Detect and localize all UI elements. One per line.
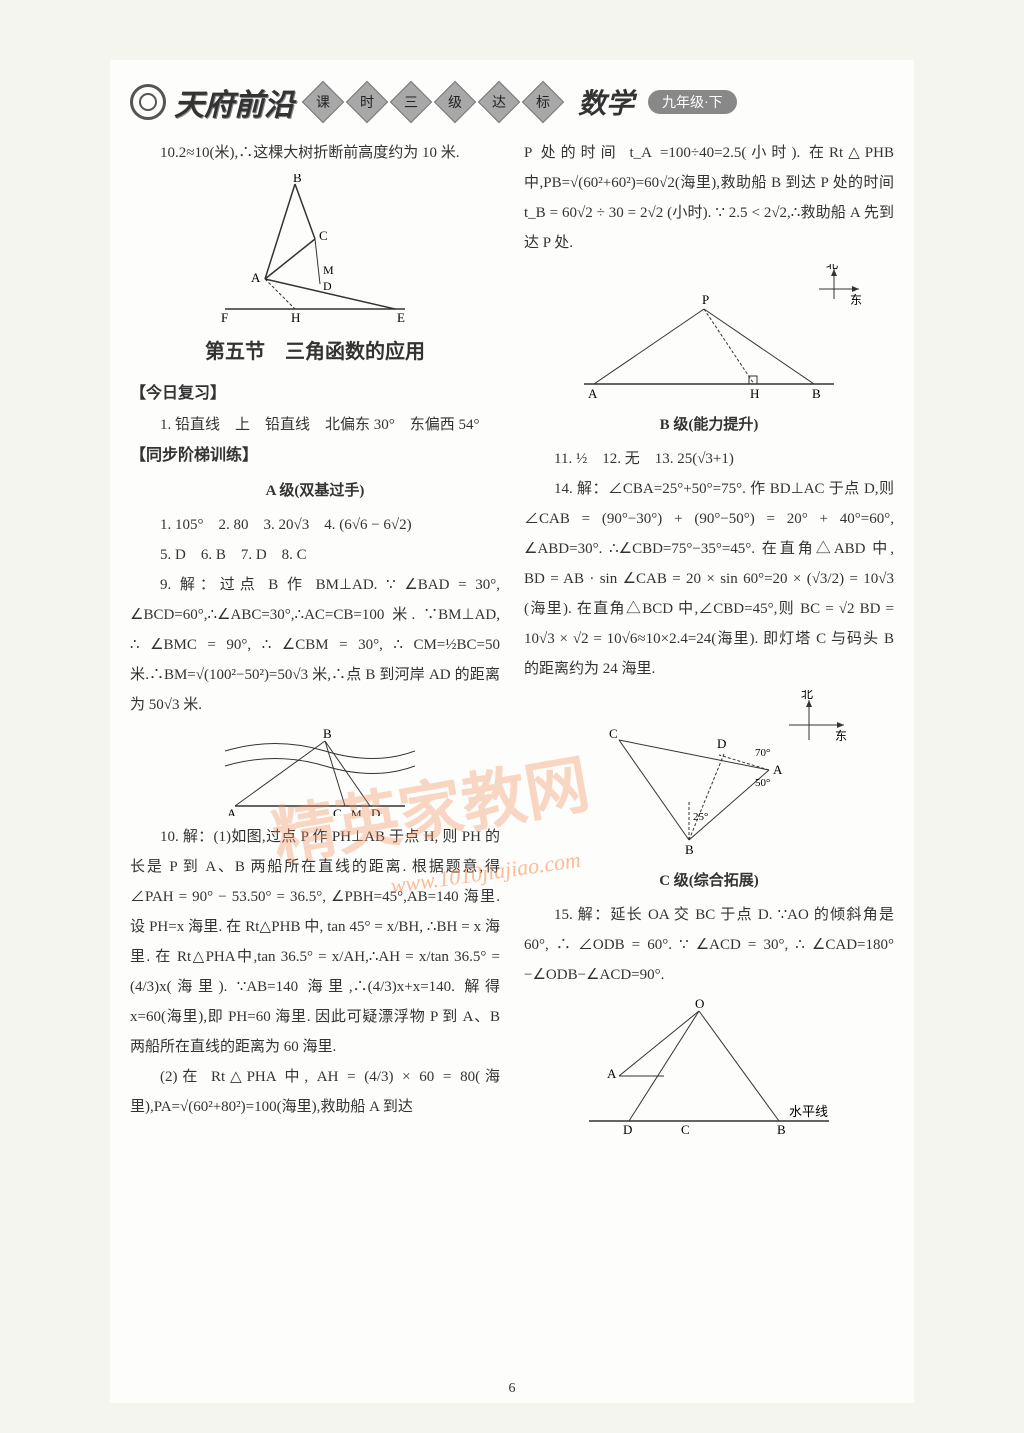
- svg-text:A: A: [773, 762, 783, 777]
- solution-15: 15. 解：延长 OA 交 BC 于点 D. ∵AO 的倾斜角是 60°, ∴ …: [524, 900, 894, 990]
- figure-slope: O A D C B 水平线: [569, 996, 849, 1136]
- solution-10-2: (2)在 Rt△PHA 中, AH = (4/3) × 60 = 80(海里),…: [130, 1062, 500, 1122]
- review-body: 1. 铅直线 上 铅直线 北偏东 30° 东偏西 54°: [130, 410, 500, 440]
- svg-text:M: M: [351, 807, 362, 816]
- figure-ships: 北 东 P A H B: [554, 264, 864, 404]
- svg-text:A: A: [251, 270, 261, 285]
- solution-14: 14. 解：∠CBA=25°+50°=75°. 作 BD⊥AC 于点 D,则∠C…: [524, 474, 894, 684]
- svg-text:A: A: [227, 806, 237, 816]
- svg-text:C: C: [333, 806, 342, 816]
- svg-text:C: C: [681, 1122, 690, 1136]
- figure-triangle-1: B C A M D H F E: [215, 174, 415, 324]
- svg-text:25°: 25°: [693, 811, 708, 823]
- logo-icon: [130, 84, 166, 120]
- solution-10-1: 10. 解：(1)如图,过点 P 作 PH⊥AB 于点 H, 则 PH 的长是 …: [130, 822, 500, 1062]
- level-c-label: C 级(综合拓展): [524, 866, 894, 896]
- svg-text:H: H: [750, 386, 759, 401]
- svg-text:D: D: [371, 806, 380, 816]
- right-column: P 处的时间 t_A =100÷40=2.5(小时). 在Rt△PHB 中,PB…: [524, 138, 894, 1142]
- svg-text:东: 东: [850, 293, 862, 307]
- svg-text:70°: 70°: [755, 747, 770, 759]
- svg-text:A: A: [607, 1066, 617, 1081]
- figure-river: B A C M D: [215, 726, 415, 816]
- diamond-char: 级: [434, 81, 476, 123]
- svg-text:水平线: 水平线: [789, 1104, 828, 1119]
- svg-text:北: 北: [801, 690, 813, 701]
- diamond-char: 标: [522, 81, 564, 123]
- text-line: 10.2≈10(米),∴这棵大树折断前高度约为 10 米.: [130, 138, 500, 168]
- diamond-char: 课: [302, 81, 344, 123]
- brand-title: 天府前沿: [174, 80, 294, 124]
- diamond-char: 三: [390, 81, 432, 123]
- subject-label: 数学: [578, 82, 634, 122]
- svg-text:M: M: [323, 263, 334, 277]
- svg-text:50°: 50°: [755, 777, 770, 789]
- svg-text:D: D: [717, 736, 726, 751]
- answer-row: 1. 105° 2. 80 3. 20√3 4. (6√6 − 6√2): [130, 510, 500, 540]
- svg-text:东: 东: [835, 729, 847, 743]
- solution-9: 9. 解：过点 B 作 BM⊥AD. ∵ ∠BAD = 30°, ∠BCD=60…: [130, 570, 500, 720]
- training-heading: 【同步阶梯训练】: [130, 440, 500, 472]
- svg-text:D: D: [623, 1122, 632, 1136]
- diamond-char: 时: [346, 81, 388, 123]
- grade-pill: 九年级·下: [648, 90, 737, 114]
- svg-text:B: B: [293, 174, 302, 185]
- page-header: 天府前沿 课 时 三 级 达 标 数学 九年级·下: [130, 80, 894, 124]
- level-a-label: A 级(双基过手): [130, 476, 500, 506]
- diamond-row: 课 时 三 级 达 标: [302, 87, 564, 117]
- level-b-label: B 级(能力提升): [524, 410, 894, 440]
- svg-text:H: H: [291, 310, 300, 324]
- svg-text:C: C: [609, 726, 618, 741]
- answer-row: 5. D 6. B 7. D 8. C: [130, 540, 500, 570]
- review-heading: 【今日复习】: [130, 378, 500, 410]
- figure-lighthouse: 北 东 C D A B 70° 50° 25°: [559, 690, 859, 860]
- svg-text:F: F: [221, 310, 228, 324]
- left-column: 10.2≈10(米),∴这棵大树折断前高度约为 10 米. B C A M D …: [130, 138, 500, 1142]
- svg-text:D: D: [323, 279, 332, 293]
- svg-text:E: E: [397, 310, 405, 324]
- svg-text:B: B: [685, 842, 694, 857]
- answer-row-b: 11. ½ 12. 无 13. 25(√3+1): [524, 444, 894, 474]
- diamond-char: 达: [478, 81, 520, 123]
- svg-text:P: P: [702, 292, 709, 307]
- svg-text:O: O: [695, 996, 704, 1011]
- page-number: 6: [509, 1381, 516, 1397]
- solution-continuation: P 处的时间 t_A =100÷40=2.5(小时). 在Rt△PHB 中,PB…: [524, 138, 894, 258]
- svg-text:C: C: [319, 228, 328, 243]
- svg-text:B: B: [777, 1122, 786, 1136]
- svg-text:B: B: [323, 726, 332, 741]
- svg-text:北: 北: [826, 264, 838, 271]
- svg-text:A: A: [588, 386, 598, 401]
- section-title: 第五节 三角函数的应用: [130, 332, 500, 372]
- svg-text:B: B: [812, 386, 821, 401]
